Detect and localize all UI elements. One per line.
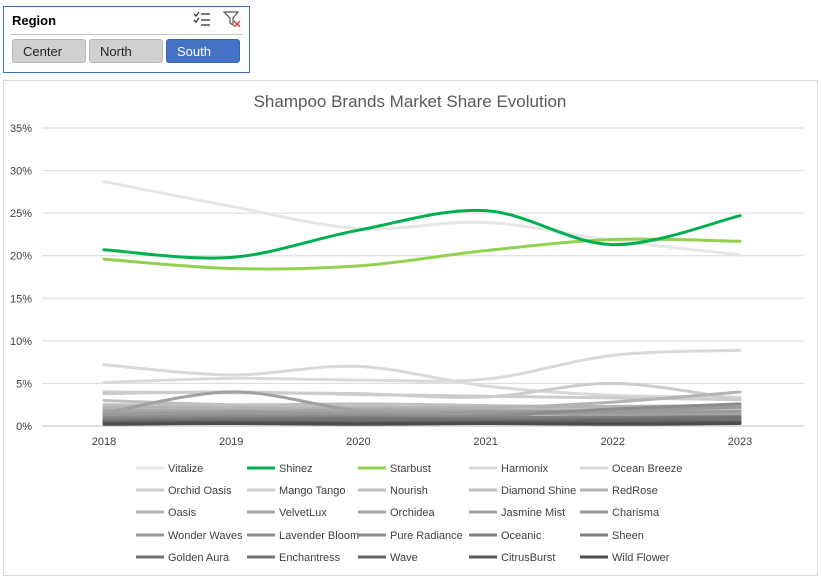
- legend-label: Starbust: [390, 463, 431, 475]
- series-line-shinez: [102, 208, 742, 260]
- slicer-title: Region: [12, 13, 57, 28]
- legend-label: Orchidea: [390, 507, 436, 519]
- legend-label: CitrusBurst: [501, 552, 555, 564]
- legend-label: Orchid Oasis: [168, 485, 232, 497]
- legend-label: Wild Flower: [612, 552, 670, 564]
- y-tick-label: 15%: [10, 293, 32, 305]
- series-line-wild-flower: [102, 421, 742, 426]
- slicer-item-north[interactable]: North: [89, 39, 163, 63]
- slicer-item-center[interactable]: Center: [12, 39, 86, 63]
- multi-select-icon[interactable]: [193, 11, 211, 27]
- slicer-item-south[interactable]: South: [166, 39, 240, 63]
- y-tick-label: 35%: [10, 123, 32, 135]
- legend-label: Vitalize: [168, 463, 203, 475]
- y-tick-label: 20%: [10, 251, 32, 263]
- series-line-vitalize: [102, 180, 742, 257]
- legend-label: RedRose: [612, 485, 658, 497]
- line-chart: Shampoo Brands Market Share Evolution 0%…: [10, 92, 804, 564]
- legend-label: Charisma: [612, 507, 660, 519]
- slicer-divider: [10, 34, 243, 35]
- legend-label: Mango Tango: [279, 485, 345, 497]
- legend-label: VelvetLux: [279, 507, 327, 519]
- legend-label: Harmonix: [501, 463, 549, 475]
- legend-label: Wonder Waves: [168, 530, 243, 542]
- legend-label: Oasis: [168, 507, 197, 519]
- legend-label: Shinez: [279, 463, 313, 475]
- series-line-starbust: [102, 237, 742, 271]
- slicer-items: Center North South: [12, 39, 240, 63]
- series-line-ocean-breeze: [102, 348, 742, 385]
- x-tick-label: 2023: [728, 436, 752, 448]
- legend-label: Wave: [390, 552, 418, 564]
- legend-label: Enchantress: [279, 552, 341, 564]
- x-tick-label: 2018: [92, 436, 116, 448]
- legend-label: Jasmine Mist: [501, 507, 565, 519]
- region-slicer: Region Center North South: [3, 6, 250, 73]
- legend-label: Diamond Shine: [501, 485, 576, 497]
- y-tick-label: 0%: [16, 421, 32, 433]
- legend-label: Golden Aura: [168, 552, 230, 564]
- x-tick-label: 2019: [219, 436, 243, 448]
- legend-label: Nourish: [390, 485, 428, 497]
- chart-area: Shampoo Brands Market Share Evolution 0%…: [3, 80, 818, 576]
- slicer-toolbar: [193, 11, 241, 27]
- legend-label: Oceanic: [501, 530, 542, 542]
- chart-title: Shampoo Brands Market Share Evolution: [254, 92, 567, 111]
- series-line-harmonix: [102, 363, 742, 399]
- x-tick-label: 2022: [601, 436, 625, 448]
- y-tick-label: 5%: [16, 378, 32, 390]
- y-tick-label: 30%: [10, 166, 32, 178]
- legend-label: Lavender Bloom: [279, 530, 359, 542]
- y-tick-label: 25%: [10, 208, 32, 220]
- y-tick-label: 10%: [10, 336, 32, 348]
- clear-filter-icon[interactable]: [223, 11, 241, 27]
- legend-label: Ocean Breeze: [612, 463, 682, 475]
- x-tick-label: 2020: [346, 436, 370, 448]
- legend-label: Pure Radiance: [390, 530, 463, 542]
- x-tick-label: 2021: [473, 436, 497, 448]
- legend-label: Sheen: [612, 530, 644, 542]
